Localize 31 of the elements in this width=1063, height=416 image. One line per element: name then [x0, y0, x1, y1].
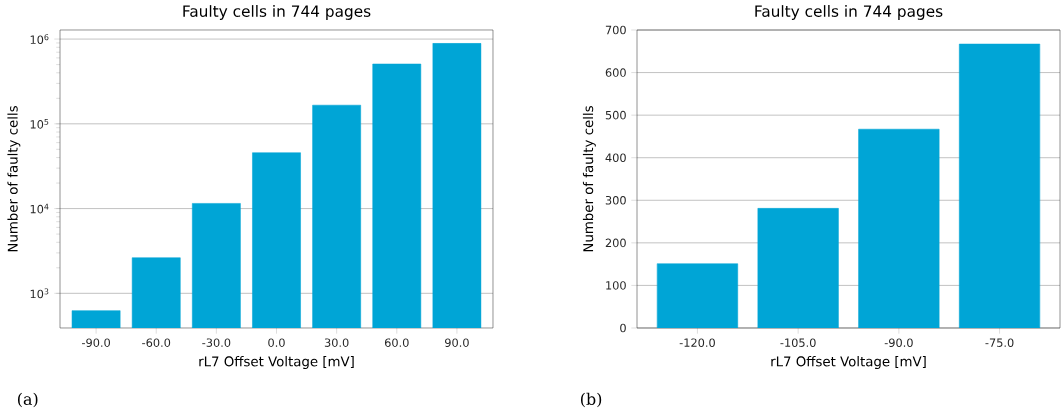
x-tick-label: 90.0 — [445, 338, 469, 347]
y-tick-label: 500 — [605, 110, 626, 120]
x-tick-label: -120.0 — [679, 338, 715, 347]
x-axis-title: rL7 Offset Voltage [mV] — [771, 356, 926, 370]
chart-title: Faulty cells in 744 pages — [755, 5, 943, 20]
y-tick-label: 300 — [605, 196, 626, 205]
text: (a) — [18, 392, 38, 408]
x-tick-label: -60.0 — [142, 338, 171, 347]
y-tick-label: 100 — [606, 281, 626, 290]
y-tick-label: 10$^{3}$ — [30, 288, 49, 299]
chart-title: Faulty cells in 744 pages — [183, 5, 371, 20]
y-tick-label: 0 — [620, 323, 626, 333]
x-tick-label: -90.0 — [884, 338, 913, 347]
y-axis-title: Number of faulty cells — [582, 106, 596, 252]
x-tick-label: -75.0 — [985, 338, 1014, 347]
y-tick-label: 700 — [605, 25, 626, 35]
y-tick-label: 10$^{4}$ — [30, 203, 49, 214]
x-tick-label: -30.0 — [202, 338, 231, 347]
y-axis-title: Number of faulty cells — [7, 106, 21, 252]
text: (b) — [580, 392, 602, 408]
x-tick-label: 60.0 — [384, 338, 409, 347]
y-tick-label: 200 — [605, 238, 626, 248]
x-tick-label: -90.0 — [81, 338, 111, 347]
x-tick-label: 0.0 — [268, 338, 285, 347]
y-tick-label: 400 — [605, 153, 626, 162]
y-tick-label: 10$^{5}$ — [30, 118, 49, 129]
x-tick-label: -105.0 — [780, 338, 816, 347]
x-tick-label: 30.0 — [324, 338, 349, 347]
y-tick-label: 10$^{6}$ — [30, 34, 49, 44]
x-axis-title: rL7 Offset Voltage [mV] — [199, 356, 354, 370]
y-tick-label: 600 — [605, 68, 626, 77]
